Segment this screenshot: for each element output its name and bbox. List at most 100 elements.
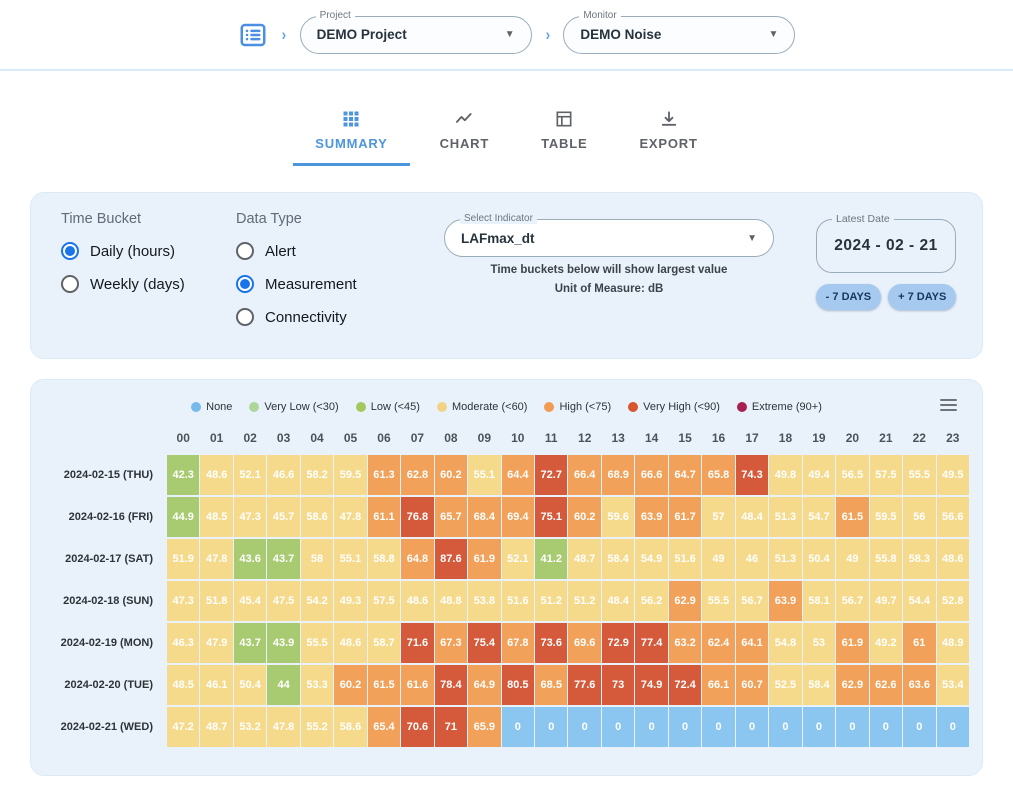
heatmap-cell[interactable]: 44 bbox=[267, 665, 300, 705]
heatmap-cell[interactable]: 55.5 bbox=[702, 581, 735, 621]
heatmap-cell[interactable]: 58.6 bbox=[334, 707, 367, 747]
heatmap-cell[interactable]: 49.8 bbox=[769, 455, 802, 495]
heatmap-cell[interactable]: 49 bbox=[702, 539, 735, 579]
heatmap-cell[interactable]: 52.8 bbox=[936, 581, 969, 621]
heatmap-cell[interactable]: 48.9 bbox=[936, 623, 969, 663]
heatmap-cell[interactable]: 48.6 bbox=[936, 539, 969, 579]
heatmap-cell[interactable]: 64.1 bbox=[735, 623, 769, 663]
heatmap-cell[interactable]: 48.6 bbox=[401, 581, 434, 621]
heatmap-cell[interactable]: 0 bbox=[836, 707, 869, 747]
heatmap-cell[interactable]: 58.7 bbox=[367, 623, 401, 663]
heatmap-cell[interactable]: 64.8 bbox=[401, 539, 434, 579]
heatmap-cell[interactable]: 0 bbox=[769, 707, 802, 747]
heatmap-cell[interactable]: 43.7 bbox=[267, 539, 300, 579]
heatmap-cell[interactable]: 77.4 bbox=[635, 623, 668, 663]
heatmap-cell[interactable]: 66.6 bbox=[635, 455, 668, 495]
indicator-select[interactable]: Select Indicator LAFmax_dt ▼ bbox=[444, 213, 774, 257]
heatmap-cell[interactable]: 56.6 bbox=[936, 497, 969, 537]
heatmap-cell[interactable]: 52.1 bbox=[233, 455, 267, 495]
heatmap-cell[interactable]: 47.2 bbox=[167, 707, 200, 747]
heatmap-cell[interactable]: 75.4 bbox=[468, 623, 501, 663]
data-type-option-measurement[interactable]: Measurement bbox=[236, 275, 416, 293]
heatmap-cell[interactable]: 57 bbox=[702, 497, 735, 537]
heatmap-cell[interactable]: 43.6 bbox=[233, 539, 267, 579]
heatmap-cell[interactable]: 62.9 bbox=[668, 581, 702, 621]
heatmap-cell[interactable]: 0 bbox=[501, 707, 535, 747]
heatmap-cell[interactable]: 43.7 bbox=[233, 623, 267, 663]
heatmap-cell[interactable]: 73 bbox=[601, 665, 635, 705]
heatmap-cell[interactable]: 58.3 bbox=[903, 539, 936, 579]
heatmap-cell[interactable]: 52.5 bbox=[769, 665, 802, 705]
data-type-option-connectivity[interactable]: Connectivity bbox=[236, 308, 416, 326]
heatmap-cell[interactable]: 69.4 bbox=[501, 497, 535, 537]
legend-item-none[interactable]: None bbox=[191, 401, 232, 413]
heatmap-cell[interactable]: 49.7 bbox=[869, 581, 903, 621]
project-select[interactable]: Project DEMO Project ▼ bbox=[299, 9, 532, 54]
heatmap-cell[interactable]: 55.2 bbox=[300, 707, 334, 747]
radio-icon[interactable] bbox=[61, 242, 79, 260]
heatmap-cell[interactable]: 55.5 bbox=[903, 455, 936, 495]
heatmap-cell[interactable]: 58.1 bbox=[802, 581, 836, 621]
heatmap-cell[interactable]: 51.8 bbox=[200, 581, 233, 621]
heatmap-cell[interactable]: 0 bbox=[601, 707, 635, 747]
heatmap-cell[interactable]: 60.2 bbox=[434, 455, 468, 495]
heatmap-cell[interactable]: 59.5 bbox=[334, 455, 367, 495]
heatmap-cell[interactable]: 61.6 bbox=[401, 665, 434, 705]
heatmap-cell[interactable]: 48.6 bbox=[334, 623, 367, 663]
heatmap-cell[interactable]: 56.2 bbox=[635, 581, 668, 621]
heatmap-cell[interactable]: 66.4 bbox=[568, 455, 601, 495]
heatmap-cell[interactable]: 74.9 bbox=[635, 665, 668, 705]
radio-icon[interactable] bbox=[236, 275, 254, 293]
heatmap-cell[interactable]: 64.9 bbox=[468, 665, 501, 705]
heatmap-cell[interactable]: 70.6 bbox=[401, 707, 434, 747]
heatmap-cell[interactable]: 74.3 bbox=[735, 455, 769, 495]
legend-item-very_low[interactable]: Very Low (<30) bbox=[249, 401, 339, 413]
tab-table[interactable]: TABLE bbox=[519, 101, 609, 166]
radio-icon[interactable] bbox=[236, 308, 254, 326]
heatmap-cell[interactable]: 57.5 bbox=[367, 581, 401, 621]
heatmap-cell[interactable]: 56.7 bbox=[836, 581, 869, 621]
heatmap-cell[interactable]: 61.5 bbox=[367, 665, 401, 705]
tab-chart[interactable]: CHART bbox=[418, 101, 512, 166]
heatmap-cell[interactable]: 68.4 bbox=[468, 497, 501, 537]
heatmap-cell[interactable]: 59.5 bbox=[869, 497, 903, 537]
heatmap-cell[interactable]: 58.4 bbox=[802, 665, 836, 705]
heatmap-cell[interactable]: 51.6 bbox=[668, 539, 702, 579]
heatmap-cell[interactable]: 75.1 bbox=[535, 497, 568, 537]
heatmap-cell[interactable]: 53 bbox=[802, 623, 836, 663]
heatmap-cell[interactable]: 49 bbox=[836, 539, 869, 579]
heatmap-cell[interactable]: 51.2 bbox=[535, 581, 568, 621]
heatmap-cell[interactable]: 51.3 bbox=[769, 539, 802, 579]
heatmap-cell[interactable]: 57.5 bbox=[869, 455, 903, 495]
heatmap-cell[interactable]: 47.5 bbox=[267, 581, 300, 621]
heatmap-cell[interactable]: 60.7 bbox=[735, 665, 769, 705]
heatmap-cell[interactable]: 61.1 bbox=[367, 497, 401, 537]
heatmap-cell[interactable]: 46.3 bbox=[167, 623, 200, 663]
heatmap-cell[interactable]: 48.5 bbox=[167, 665, 200, 705]
heatmap-cell[interactable]: 53.2 bbox=[233, 707, 267, 747]
time-bucket-option-weekly-days[interactable]: Weekly (days) bbox=[61, 275, 236, 293]
heatmap-cell[interactable]: 47.8 bbox=[267, 707, 300, 747]
legend-item-extreme[interactable]: Extreme (90+) bbox=[736, 401, 822, 413]
project-list-icon[interactable] bbox=[238, 20, 268, 50]
heatmap-cell[interactable]: 73.6 bbox=[535, 623, 568, 663]
heatmap-cell[interactable]: 63.6 bbox=[903, 665, 936, 705]
heatmap-cell[interactable]: 76.8 bbox=[401, 497, 434, 537]
heatmap-cell[interactable]: 60.2 bbox=[568, 497, 601, 537]
heatmap-cell[interactable]: 55.8 bbox=[869, 539, 903, 579]
heatmap-cell[interactable]: 54.9 bbox=[635, 539, 668, 579]
heatmap-cell[interactable]: 0 bbox=[869, 707, 903, 747]
heatmap-cell[interactable]: 55.1 bbox=[334, 539, 367, 579]
time-bucket-option-daily-hours[interactable]: Daily (hours) bbox=[61, 242, 236, 260]
chart-menu-icon[interactable] bbox=[940, 399, 957, 411]
minus-7-days-button[interactable]: - 7 DAYS bbox=[815, 284, 882, 310]
heatmap-cell[interactable]: 60.2 bbox=[334, 665, 367, 705]
heatmap-cell[interactable]: 41.2 bbox=[535, 539, 568, 579]
heatmap-cell[interactable]: 51.2 bbox=[568, 581, 601, 621]
heatmap-cell[interactable]: 72.4 bbox=[668, 665, 702, 705]
tab-export[interactable]: EXPORT bbox=[617, 101, 719, 166]
heatmap-cell[interactable]: 50.4 bbox=[802, 539, 836, 579]
heatmap-cell[interactable]: 48.8 bbox=[434, 581, 468, 621]
heatmap-cell[interactable]: 54.7 bbox=[802, 497, 836, 537]
heatmap-cell[interactable]: 48.6 bbox=[200, 455, 233, 495]
